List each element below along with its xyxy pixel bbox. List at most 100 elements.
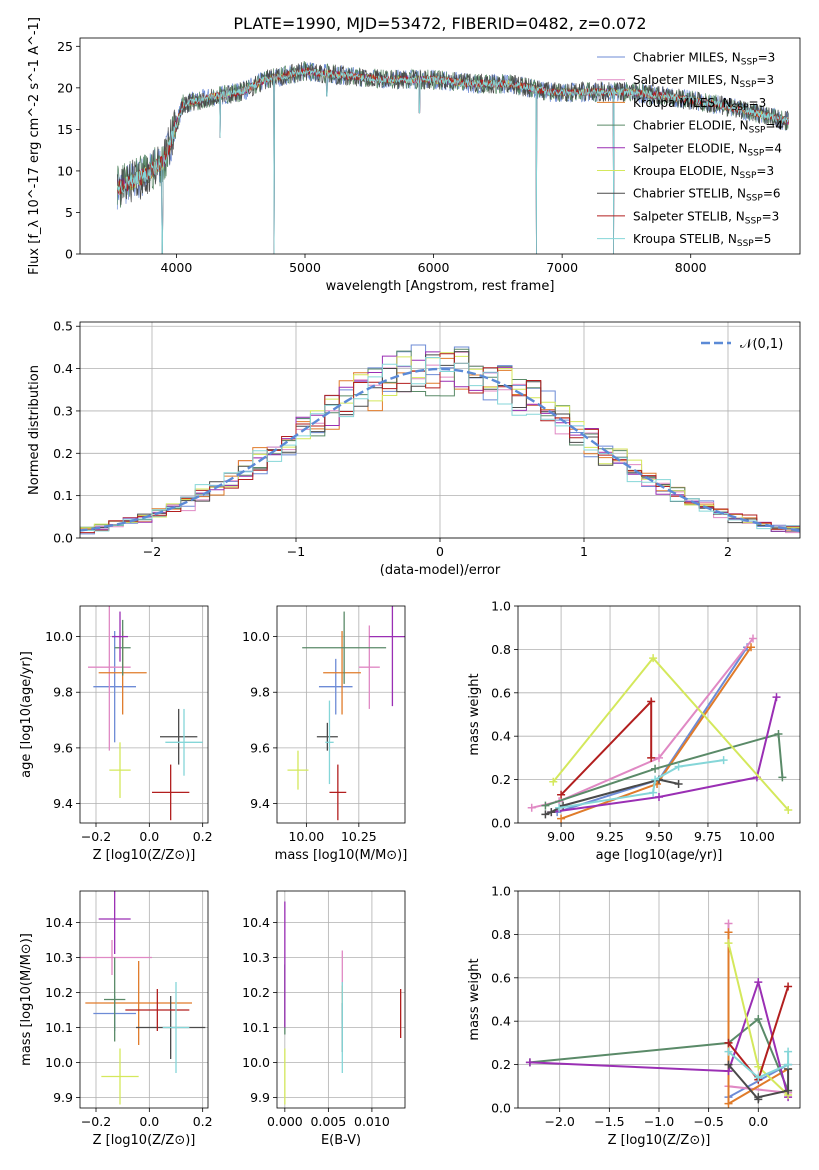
data-point	[778, 773, 787, 782]
y-tick-label: 5	[65, 205, 73, 220]
axes-frame	[79, 890, 209, 1109]
data-point	[724, 1060, 733, 1069]
data-point	[649, 788, 658, 797]
x-tick-label: 1	[580, 544, 588, 559]
x-tick-label: 9.00	[547, 829, 575, 844]
legend-label: Chabrier STELIB, NSSP=6	[633, 187, 781, 204]
data-point	[784, 982, 793, 991]
y-axis-label: age [log10(age/yr)]	[19, 651, 34, 778]
x-tick-label: −1	[287, 544, 305, 559]
legend-subscript: SSP	[745, 216, 762, 226]
x-tick-label: 0.000	[267, 1114, 303, 1129]
x-axis-label: (data-model)/error	[380, 563, 501, 578]
y-tick-label: 9.9	[250, 1090, 270, 1105]
x-axis-label: wavelength [Angstrom, rest frame]	[326, 279, 555, 294]
data-point	[754, 1093, 763, 1102]
y-tick-label: 0.8	[491, 927, 511, 942]
y-axis-label: mass weight	[467, 673, 482, 755]
legend-nssp: =3	[758, 51, 776, 65]
data-point	[724, 939, 733, 948]
y-tick-label: 10.0	[45, 1055, 73, 1070]
y-axis-label: Flux [f_λ 10^-17 erg cm^-2 s^-1 A^-1]	[27, 17, 42, 275]
x-axis-label: Z [log10(Z/Z⊙)]	[93, 848, 196, 863]
y-tick-label: 10.3	[45, 950, 73, 965]
series-line	[552, 656, 790, 811]
y-tick-label: 9.8	[250, 685, 270, 700]
x-tick-label: 0	[436, 544, 444, 559]
x-tick-label: −0.5	[693, 1114, 723, 1129]
y-tick-label: 10.2	[242, 985, 270, 1000]
data-point	[724, 928, 733, 937]
legend-subscript: SSP	[746, 194, 763, 204]
y-tick-label: 10.0	[242, 1055, 270, 1070]
x-tick-label: −0.2	[81, 829, 111, 844]
x-tick-label: 9.75	[694, 829, 722, 844]
y-tick-label: 1.0	[491, 599, 511, 614]
data-point	[719, 756, 728, 765]
y-tick-label: 9.4	[53, 796, 73, 811]
y-tick-label: 9.6	[250, 740, 270, 755]
legend: Chabrier MILES, NSSP=3 Salpeter MILES, NS…	[597, 51, 783, 249]
y-tick-label: 10.4	[45, 915, 73, 930]
y-tick-label: 10.1	[242, 1020, 270, 1035]
x-tick-label: 0.0	[139, 829, 159, 844]
y-tick-label: 1.0	[491, 884, 511, 899]
series-line	[529, 1017, 790, 1091]
y-tick-label: 0.0	[491, 816, 511, 831]
y-tick-label: 0.2	[491, 1057, 511, 1072]
legend-label: Chabrier ELODIE, NSSP=4	[633, 119, 783, 136]
series-line	[531, 637, 754, 809]
y-tick-label: 10.3	[242, 950, 270, 965]
y-tick-label: 10.2	[45, 985, 73, 1000]
data-point	[557, 814, 566, 823]
data-point	[674, 779, 683, 788]
legend-subscript: SSP	[740, 171, 757, 181]
x-axis-label: Z [log10(Z/Z⊙)]	[93, 1133, 196, 1148]
legend-label: Salpeter STELIB, NSSP=3	[633, 209, 779, 226]
data-point	[784, 1060, 793, 1069]
data-point	[651, 764, 660, 773]
y-tick-label: 0.6	[491, 970, 511, 985]
y-axis-label: Normed distribution	[27, 365, 42, 495]
chart-title: PLATE=1990, MJD=53472, FIBERID=0482, z=0…	[233, 14, 646, 33]
series-line	[529, 978, 790, 1098]
data-point	[541, 810, 550, 819]
x-tick-label: 5000	[289, 260, 321, 275]
series-line-kroupa-stelib	[117, 68, 789, 254]
data-point	[647, 697, 656, 706]
legend-subscript: SSP	[747, 148, 764, 158]
x-tick-label: 9.25	[596, 829, 624, 844]
data-point	[724, 1099, 733, 1108]
x-tick-label: 0.2	[193, 829, 213, 844]
data-point	[754, 1062, 763, 1071]
y-axis-label: mass weight	[467, 958, 482, 1040]
legend-nssp: =5	[754, 232, 772, 246]
y-tick-label: 15	[57, 122, 73, 137]
plot-area	[116, 61, 789, 254]
y-tick-label: 0.0	[53, 531, 73, 546]
y-tick-label: 10.1	[45, 1020, 73, 1035]
y-axis-label: mass [log10(M/M⊙)]	[19, 933, 34, 1066]
axes-age_vs_mass: 10.00 10.25 9.4 9.6 9.8 10.0 mass [log10(M/M⊙)…	[242, 605, 407, 863]
y-tick-label: 0.1	[53, 488, 73, 503]
x-tick-label: 0.005	[310, 1114, 346, 1129]
data-point	[555, 803, 564, 812]
data-point	[547, 808, 556, 817]
legend-nssp: =3	[762, 209, 780, 223]
x-tick-label: 4000	[161, 260, 193, 275]
axes-frame	[79, 605, 209, 824]
grid-lines	[277, 606, 405, 823]
data-point	[784, 805, 793, 814]
legend-label: Kroupa STELIB, NSSP=5	[633, 232, 771, 249]
data-point	[527, 803, 536, 812]
y-tick-label: 10	[57, 163, 73, 178]
x-tick-label: −2.0	[545, 1114, 575, 1129]
y-tick-label: 0	[65, 247, 73, 262]
legend-subscript: SSP	[737, 239, 754, 249]
data-point	[784, 1047, 793, 1056]
axes-spectrum: 4000 5000 6000 7000 8000 0 5 10 15 20 25 wavelength…	[27, 17, 801, 294]
x-tick-label: −2	[143, 544, 161, 559]
data-point	[549, 777, 558, 786]
x-tick-label: 8000	[675, 260, 707, 275]
x-tick-label: 10.00	[739, 829, 775, 844]
